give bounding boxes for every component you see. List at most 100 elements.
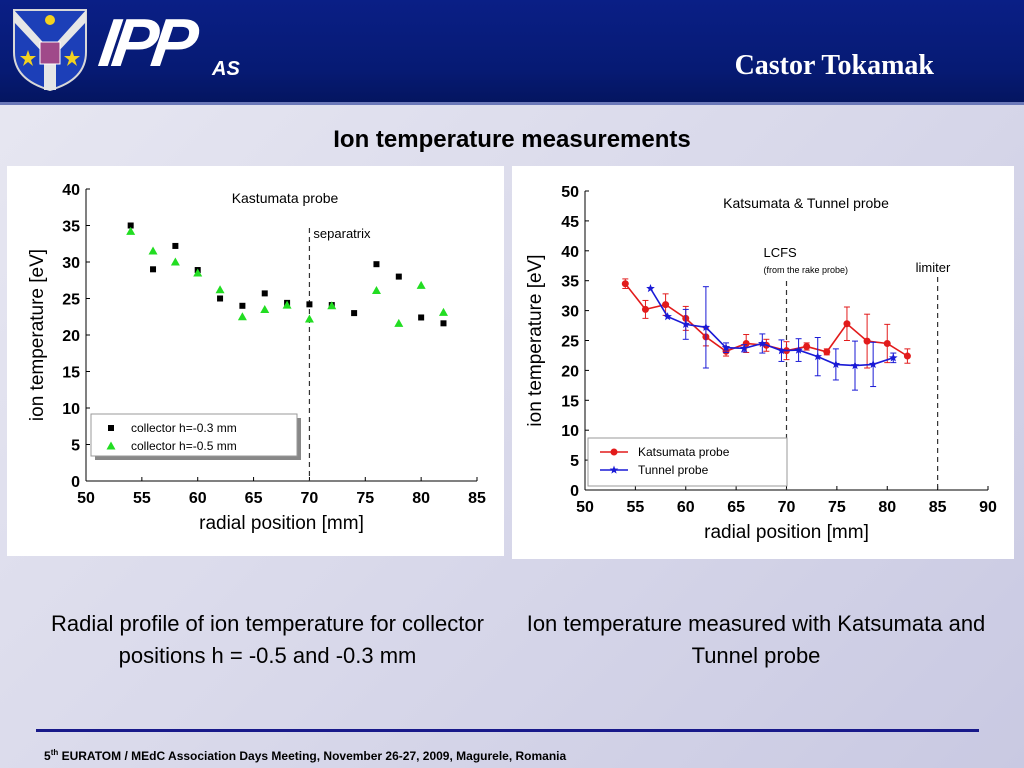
data-point <box>843 320 851 328</box>
x-tick-label: 50 <box>77 490 95 507</box>
y-tick-label: 35 <box>62 219 80 236</box>
data-point <box>440 320 447 327</box>
data-point <box>327 301 337 310</box>
data-point <box>217 295 224 302</box>
header-title: Castor Tokamak <box>734 50 934 81</box>
y-tick-label: 5 <box>71 438 80 455</box>
annotation-label: separatrix <box>313 226 371 241</box>
y-tick-label: 10 <box>62 401 80 418</box>
ipp-logo: IPP AS <box>95 5 250 84</box>
chart-kastumata: 0 5 10 15 20 25 30 35 40 50 55 60 65 70 75 80 85 radial p… <box>27 182 486 534</box>
header-divider <box>0 102 1024 105</box>
y-tick-label: 30 <box>561 304 579 321</box>
y-tick-label: 30 <box>62 255 80 272</box>
data-point <box>371 285 381 294</box>
chart-title: Katsumata & Tunnel probe <box>723 195 889 211</box>
data-point <box>306 301 313 308</box>
data-point <box>172 242 179 249</box>
chart-panel-left: 0 5 10 15 20 25 30 35 40 50 55 60 65 70 75 80 85 radial p… <box>7 166 504 556</box>
logo-text: IPP <box>94 5 197 81</box>
footer-meeting: EURATOM / MEdC Association Days Meeting,… <box>58 749 567 763</box>
x-tick-label: 75 <box>356 490 374 507</box>
series-2 <box>646 284 898 391</box>
y-axis-title: ion temperature [eV] <box>525 254 546 426</box>
x-tick-label: 80 <box>878 499 896 516</box>
data-point <box>150 266 157 273</box>
data-point <box>282 300 292 309</box>
data-point <box>239 302 246 309</box>
data-point <box>663 312 672 321</box>
x-tick-label: 85 <box>468 490 486 507</box>
data-point <box>739 343 749 352</box>
logo-subtext: AS <box>212 58 240 80</box>
series-line <box>649 288 894 367</box>
data-point <box>127 222 134 229</box>
y-tick-label: 25 <box>62 292 80 309</box>
y-tick-label: 0 <box>570 483 579 500</box>
series-1 <box>127 222 447 327</box>
data-point <box>395 273 402 280</box>
x-tick-label: 55 <box>626 499 644 516</box>
header-bar: IPP AS Castor Tokamak <box>0 0 1024 102</box>
x-tick-label: 80 <box>412 490 430 507</box>
data-point <box>260 304 270 313</box>
y-tick-label: 20 <box>561 363 579 380</box>
x-axis-title: radial position [mm] <box>704 522 869 543</box>
data-point <box>889 353 898 362</box>
x-tick-label: 65 <box>245 490 263 507</box>
data-point <box>758 339 767 348</box>
data-point <box>621 280 629 288</box>
data-point <box>850 361 860 370</box>
data-point <box>304 314 314 323</box>
data-point <box>193 268 203 277</box>
y-tick-label: 15 <box>62 365 80 382</box>
data-point <box>394 318 404 327</box>
x-tick-label: 60 <box>189 490 207 507</box>
data-point <box>438 307 448 316</box>
legend-marker <box>106 441 116 450</box>
x-tick-label: 55 <box>133 490 151 507</box>
x-tick-label: 70 <box>778 499 796 516</box>
y-tick-label: 10 <box>561 423 579 440</box>
footer-divider <box>36 729 979 732</box>
data-point <box>237 312 247 321</box>
y-tick-label: 50 <box>561 184 579 201</box>
series-2 <box>126 226 448 327</box>
x-tick-label: 85 <box>929 499 947 516</box>
y-tick-label: 0 <box>71 474 80 491</box>
data-point <box>170 257 180 266</box>
legend-label: collector h=-0.3 mm <box>131 421 237 435</box>
data-point <box>416 280 426 289</box>
data-point <box>351 310 358 317</box>
data-point <box>777 346 786 355</box>
legend: Katsumata probe Tunnel probe <box>587 437 788 487</box>
legend-box <box>587 437 788 487</box>
legend: collector h=-0.3 mm collector h=-0.5 mm <box>90 413 301 460</box>
data-point <box>794 345 803 354</box>
data-point <box>215 285 225 294</box>
legend-label: collector h=-0.5 mm <box>131 439 237 453</box>
data-point <box>126 226 136 235</box>
legend-label: Tunnel probe <box>638 463 709 477</box>
footer-ordinal-suffix: th <box>50 748 59 757</box>
data-point <box>823 348 831 356</box>
chart-katsumata-tunnel: 0 5 10 15 20 25 30 35 40 45 50 50 55 60 65 70 75 80 85 90 ra… <box>525 184 997 543</box>
footer-text: 5th EURATOM / MEdC Association Days Meet… <box>44 748 566 763</box>
annotation-label: limiter <box>916 260 951 275</box>
caption-right: Ion temperature measured with Katsumata … <box>526 611 986 668</box>
legend-marker <box>610 448 618 456</box>
slide-title: Ion temperature measurements <box>333 126 691 153</box>
footer-ordinal: 5 <box>44 749 51 763</box>
legend-label: Katsumata probe <box>638 445 730 459</box>
data-point <box>813 352 822 361</box>
data-point <box>803 342 811 350</box>
data-point <box>641 305 649 313</box>
data-point <box>903 352 911 360</box>
chart-panel-right: 0 5 10 15 20 25 30 35 40 45 50 50 55 60 65 70 75 80 85 90 ra… <box>512 166 1014 559</box>
x-tick-label: 75 <box>828 499 846 516</box>
legend-box <box>90 413 298 457</box>
series-1 <box>621 278 911 369</box>
annotation-label: LCFS <box>764 245 798 260</box>
data-point <box>831 359 841 369</box>
y-axis-title: ion temperature [eV] <box>27 249 48 421</box>
